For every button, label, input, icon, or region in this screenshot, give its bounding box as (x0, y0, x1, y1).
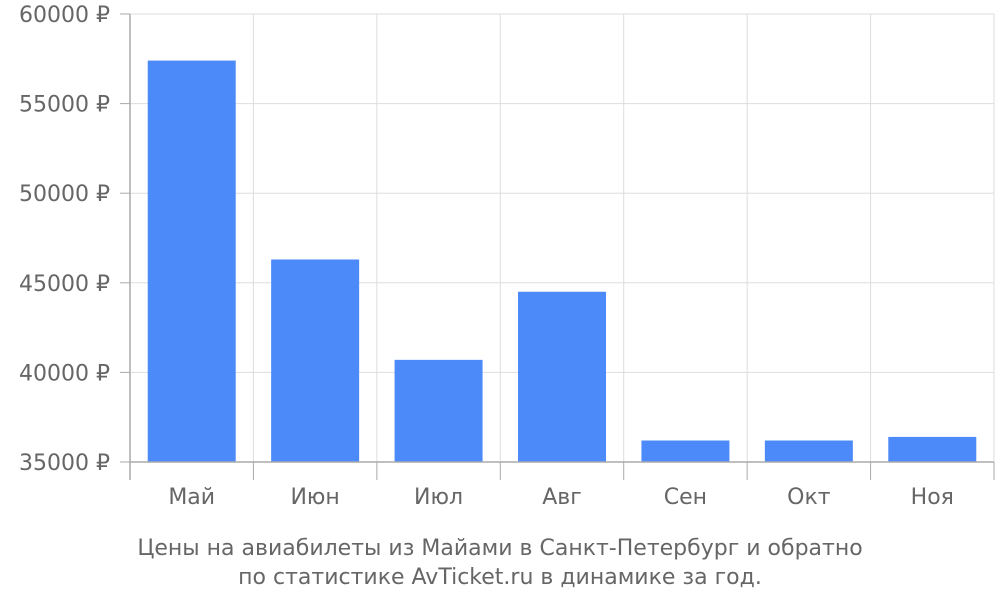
x-tick-label: Ноя (911, 485, 954, 510)
y-tick-label: 35000 ₽ (19, 451, 110, 476)
x-tick-label: Сен (664, 485, 707, 510)
y-tick-label: 40000 ₽ (19, 361, 110, 386)
bar-4 (518, 291, 606, 462)
x-tick-label: Май (168, 485, 215, 510)
bar-5 (641, 440, 730, 462)
x-tick-label: Июл (414, 485, 463, 510)
bar-6 (764, 440, 853, 462)
y-axis-ticks: 35000 ₽ 40000 ₽ 45000 ₽ 50000 ₽ 55000 ₽ 60000… (19, 3, 110, 476)
y-tick-label: 55000 ₽ (19, 93, 110, 118)
y-tick-label: 45000 ₽ (19, 272, 110, 297)
caption-line-1: Цены на авиабилеты из Майами в Санкт-Пет… (137, 536, 862, 561)
caption-line-2: по статистике AvTicket.ru в динамике за … (238, 565, 762, 590)
x-tick-label: Авг (542, 485, 582, 510)
bars (147, 60, 977, 462)
bar-1 (147, 60, 236, 462)
bar-7 (888, 436, 977, 462)
bar-2 (271, 259, 360, 462)
bar-3 (394, 359, 483, 462)
y-tick-label: 50000 ₽ (19, 182, 110, 207)
x-tick-label: Окт (787, 485, 831, 510)
x-axis-ticks: Май Июн Июл Авг Сен Окт Ноя (168, 485, 954, 510)
x-tick-label: Июн (290, 485, 339, 510)
axes (120, 13, 995, 480)
y-tick-label: 60000 ₽ (19, 3, 110, 28)
